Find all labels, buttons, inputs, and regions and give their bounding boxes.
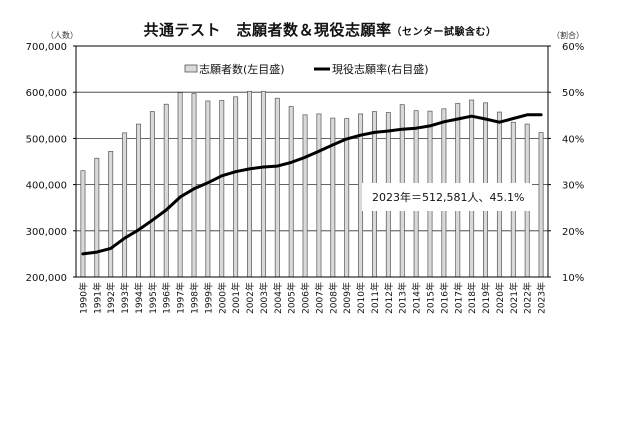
bar (233, 96, 239, 278)
x-tick-label: 2016年 (438, 282, 450, 314)
x-tick-label: 2021年 (508, 282, 520, 314)
x-tick-label: 1996年 (161, 282, 173, 314)
x-tick-label: 2020年 (494, 282, 506, 314)
legend: 志願者数(左目盛) 現役志願率(右目盛) (180, 58, 460, 80)
right-tick-label: 20% (562, 227, 584, 238)
left-tick-label: 700,000 (26, 42, 67, 53)
right-tick-label: 50% (562, 88, 584, 99)
bar (247, 90, 252, 278)
chart-title-sub: （センター試験含む） (391, 27, 497, 38)
x-tick-label: 2018年 (466, 282, 478, 314)
x-tick-label: 1994年 (133, 282, 145, 314)
x-tick-label: 2023年 (536, 282, 548, 314)
bar (205, 100, 211, 278)
right-axis-unit: （割合） (552, 31, 584, 40)
x-tick-label: 1997年 (175, 282, 187, 314)
x-tick-label: 2007年 (313, 282, 325, 314)
gridlines (76, 45, 548, 278)
x-tick-label: 2005年 (286, 282, 298, 314)
plot-border (75, 45, 549, 278)
legend-line-label: 現役志願率(右目盛) (332, 62, 429, 76)
bar (149, 111, 155, 278)
bar (330, 117, 336, 278)
line-series-current-student-rate (81, 113, 543, 256)
x-tick-label: 1990年 (77, 282, 89, 314)
annotation-text: 2023年＝512,581人、45.1% (372, 190, 524, 204)
x-tick-label: 2022年 (522, 282, 534, 314)
left-tick-label: 200,000 (26, 273, 67, 284)
bar (108, 150, 114, 278)
x-tick-label: 2019年 (480, 282, 492, 314)
right-tick-label: 10% (562, 273, 584, 284)
bar (177, 92, 183, 278)
right-y-axis-ticks: 10% 20% 30% 40% 50% 60% (562, 42, 584, 284)
right-tick-label: 60% (562, 42, 584, 53)
bar (288, 106, 294, 278)
x-tick-label: 1993年 (119, 282, 131, 314)
x-tick-label: 1998年 (189, 282, 201, 314)
bar (274, 97, 280, 278)
right-tick-label: 30% (562, 181, 584, 192)
x-tick-label: 2009年 (341, 282, 353, 314)
x-tick-label: 1992年 (105, 282, 117, 314)
rate-line (81, 113, 543, 256)
bar (191, 93, 197, 278)
x-tick-label: 2017年 (452, 282, 464, 314)
left-tick-label: 300,000 (26, 227, 67, 238)
x-tick-label: 1991年 (91, 282, 103, 314)
bar (316, 113, 322, 278)
x-tick-label: 2004年 (272, 282, 284, 314)
x-tick-label: 2014年 (411, 282, 423, 314)
legend-bar-swatch (184, 64, 198, 73)
chart-title-main: 共通テスト 志願者数＆現役志願率 (143, 21, 392, 39)
x-tick-label: 2000年 (216, 282, 228, 314)
x-tick-label: 2008年 (327, 282, 339, 314)
annotation-background (362, 183, 532, 211)
right-tick-label: 40% (562, 134, 584, 145)
x-tick-label: 2006年 (300, 282, 312, 314)
x-tick-label: 2013年 (397, 282, 409, 314)
bar (260, 90, 266, 278)
x-tick-label: 1995年 (147, 282, 159, 314)
left-tick-label: 600,000 (26, 88, 67, 99)
chart-title: 共通テスト 志願者数＆現役志願率（センター試験含む） (0, 19, 640, 40)
bar (122, 132, 128, 278)
left-tick-label: 500,000 (26, 134, 67, 145)
plot-frame (73, 45, 551, 278)
x-axis-ticks: 1990年 1991年 1992年 1993年 1994年 1995年 1996年 1997年… (77, 282, 547, 314)
bar (302, 114, 308, 278)
annotation-box: 2023年＝512,581人、45.1% (362, 183, 532, 211)
x-tick-label: 2015年 (425, 282, 437, 314)
bar (94, 157, 100, 278)
bar (219, 100, 225, 278)
x-tick-label: 2003年 (258, 282, 270, 314)
x-tick-label: 2012年 (383, 282, 395, 314)
x-tick-label: 1999年 (202, 282, 214, 314)
x-tick-label: 2011年 (369, 282, 381, 314)
bar (80, 170, 86, 278)
x-tick-label: 2002年 (244, 282, 256, 314)
x-tick-label: 2001年 (230, 282, 242, 314)
x-tick-label: 2010年 (355, 282, 367, 314)
left-y-axis-ticks: 200,000 300,000 400,000 500,000 600,000 700,0… (26, 42, 67, 284)
bar (344, 118, 350, 278)
bar (136, 123, 141, 278)
bar (538, 132, 544, 278)
left-axis-unit: （人数） (46, 31, 78, 40)
legend-bar-label: 志願者数(左目盛) (199, 62, 285, 76)
left-tick-label: 400,000 (26, 181, 67, 192)
bar (163, 103, 169, 278)
